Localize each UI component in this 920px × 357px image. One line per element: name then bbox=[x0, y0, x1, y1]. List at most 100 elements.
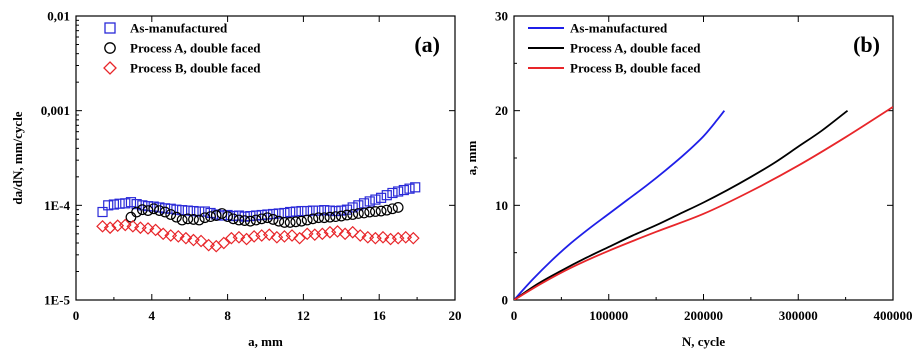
panel-a-point-series-2 bbox=[136, 204, 148, 216]
panel-b-line-series-3 bbox=[514, 106, 893, 300]
panel-a-point-series-2 bbox=[205, 211, 216, 223]
panel-a-point-series-3 bbox=[308, 228, 322, 242]
panel-a-x-tick-label: 4 bbox=[149, 308, 156, 323]
panel-a-point-series-2 bbox=[352, 208, 364, 219]
panel-a-point-series-2 bbox=[267, 214, 279, 225]
panel-b-chart: 0 100000 200000 300000 400000 0 10 20 30 N, cycle… bbox=[464, 9, 913, 350]
panel-a-point-series-2 bbox=[256, 213, 268, 225]
panel-a-point-series-3 bbox=[406, 231, 420, 245]
panel-a-point-series-1 bbox=[182, 205, 193, 216]
panel-a-point-series-1 bbox=[330, 205, 341, 217]
panel-b-x-tick-label: 300000 bbox=[779, 308, 818, 323]
panel-a-point-series-1 bbox=[307, 205, 318, 216]
panel-a-tag: (a) bbox=[414, 32, 440, 57]
panel-a-point-series-3 bbox=[118, 218, 132, 232]
panel-a-point-series-1 bbox=[159, 203, 171, 214]
panel-a-point-series-3 bbox=[361, 230, 375, 244]
panel-a-point-series-2 bbox=[387, 203, 398, 215]
panel-a-point-series-2 bbox=[364, 206, 376, 218]
panel-a-point-series-2 bbox=[307, 213, 319, 225]
panel-a-point-series-2 bbox=[381, 204, 393, 216]
panel-a-frame bbox=[75, 15, 456, 301]
panel-a-point-series-1 bbox=[267, 208, 279, 220]
panel-b-legend-label: Process B, double faced bbox=[570, 61, 701, 76]
panel-b-x-axis-label: N, cycle bbox=[682, 334, 726, 349]
panel-a-point-series-2 bbox=[199, 212, 211, 224]
panel-a-point-series-1 bbox=[313, 205, 324, 216]
panel-a-point-series-2 bbox=[284, 217, 296, 228]
panel-a-point-series-3 bbox=[232, 230, 246, 244]
panel-a-point-series-2 bbox=[171, 211, 182, 223]
panel-a-point-series-2 bbox=[159, 206, 171, 218]
panel-a-plot-area bbox=[96, 182, 421, 253]
panel-a-point-series-1 bbox=[381, 190, 392, 201]
panel-a-y-axis-label: da/dN, mm/cycle bbox=[10, 111, 25, 204]
panel-a-point-series-2 bbox=[125, 211, 137, 223]
panel-b-y-axis-label: a, mm bbox=[464, 141, 479, 176]
panel-a-point-series-2 bbox=[335, 210, 347, 222]
panel-b-legend: As-manufactured Process A, double faced Pr… bbox=[528, 21, 701, 76]
panel-a-point-series-1 bbox=[398, 184, 409, 196]
panel-a-point-series-1 bbox=[250, 210, 262, 221]
panel-a-point-series-1 bbox=[324, 205, 336, 216]
panel-a-point-series-3 bbox=[293, 231, 306, 245]
panel-a-x-axis-label: a, mm bbox=[248, 334, 283, 349]
panel-a-point-series-2 bbox=[301, 214, 313, 226]
panel-a-point-series-3 bbox=[134, 221, 147, 235]
panel-a-point-series-2 bbox=[318, 212, 330, 224]
panel-a-point-series-3 bbox=[217, 236, 231, 250]
panel-a-point-series-3 bbox=[149, 223, 162, 237]
panel-a-point-series-3 bbox=[202, 238, 215, 252]
panel-a-legend-label: As-manufactured bbox=[130, 21, 228, 36]
panel-a-point-series-1 bbox=[114, 198, 125, 209]
panel-a-point-series-1 bbox=[290, 206, 301, 217]
panel-a-point-series-1 bbox=[188, 205, 199, 217]
panel-b-x-tick-label: 200000 bbox=[684, 308, 723, 323]
panel-a-x-tick-label: 12 bbox=[297, 308, 310, 323]
panel-a-point-series-2 bbox=[290, 216, 302, 228]
panel-a-point-series-2 bbox=[210, 210, 222, 221]
panel-a-point-series-3 bbox=[353, 229, 367, 242]
panel-a-point-series-2 bbox=[313, 212, 324, 224]
panel-a-point-series-2 bbox=[153, 205, 165, 216]
panel-a-point-series-3 bbox=[338, 227, 352, 241]
panel-a-point-series-2 bbox=[273, 215, 285, 227]
panel-a-point-series-3 bbox=[285, 229, 299, 242]
panel-a-point-series-1 bbox=[125, 197, 137, 208]
panel-a-point-series-2 bbox=[193, 214, 205, 226]
panel-a-point-series-3 bbox=[96, 219, 109, 233]
panel-a-point-series-3 bbox=[103, 221, 117, 235]
panel-a-point-series-1 bbox=[194, 206, 205, 217]
panel-a-point-series-2 bbox=[176, 214, 188, 226]
panel-a-point-series-2 bbox=[279, 217, 290, 228]
panel-a-point-series-3 bbox=[316, 227, 329, 241]
panel-a-point-series-1 bbox=[165, 203, 176, 214]
panel-a-point-series-1 bbox=[370, 194, 381, 205]
panel-a-point-series-1 bbox=[353, 200, 364, 211]
panel-b-plot-area bbox=[514, 106, 893, 300]
panel-a-point-series-3 bbox=[126, 219, 140, 233]
panel-a-point-series-3 bbox=[346, 225, 360, 239]
panel-a-point-series-1 bbox=[393, 186, 404, 197]
panel-a-point-series-3 bbox=[194, 234, 208, 248]
panel-a-legend-label: Process B, double faced bbox=[130, 61, 261, 76]
panel-a-point-series-3 bbox=[369, 231, 382, 245]
panel-a-point-series-3 bbox=[376, 230, 390, 244]
panel-a-point-series-2 bbox=[330, 211, 342, 223]
panel-a-point-series-1 bbox=[296, 205, 307, 217]
panel-a-point-series-2 bbox=[188, 214, 199, 225]
panel-a-y-tick-label: 1E-4 bbox=[44, 198, 71, 213]
panel-a-y-tick-label: 0,01 bbox=[47, 9, 70, 24]
panel-a-point-series-3 bbox=[179, 231, 193, 245]
panel-a-point-series-2 bbox=[347, 209, 359, 220]
panel-a-point-series-2 bbox=[227, 213, 239, 225]
panel-a-point-series-1 bbox=[103, 200, 114, 211]
panel-a-point-series-2 bbox=[392, 202, 404, 213]
panel-b-y-tick-label: 0 bbox=[502, 293, 509, 308]
panel-a-legend-marker bbox=[103, 61, 117, 75]
panel-b-y-tick-label: 10 bbox=[495, 198, 508, 213]
panel-a-point-series-3 bbox=[262, 228, 276, 242]
panel-a-chart: 0 4 8 12 16 20 1E-5 1E-4 0,001 0,01 a, mm da/dN, mm… bbox=[10, 9, 462, 350]
panel-a-point-series-1 bbox=[285, 206, 296, 218]
panel-a-point-series-1 bbox=[387, 187, 398, 199]
